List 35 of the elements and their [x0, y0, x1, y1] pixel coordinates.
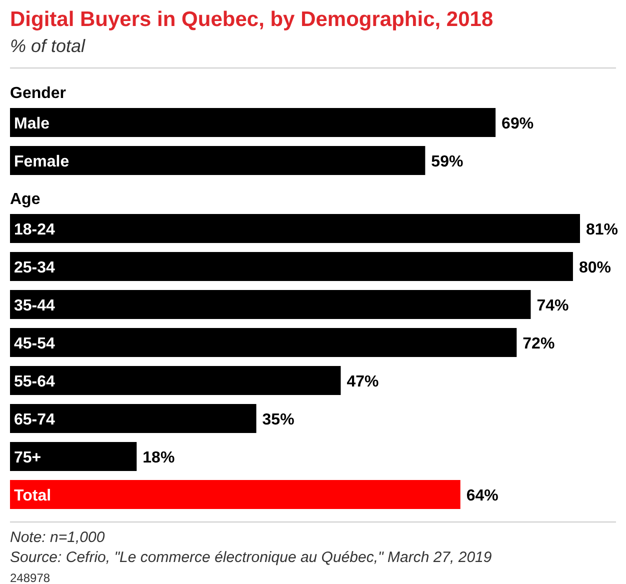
data-label: 72% — [522, 336, 555, 352]
y-tick-label: 25-34 — [14, 260, 56, 276]
data-label: 74% — [536, 298, 569, 314]
y-tick-label: Gender — [10, 85, 66, 102]
data-label: 81% — [586, 222, 618, 238]
data-label: 64% — [466, 488, 498, 504]
bar — [10, 366, 341, 395]
data-label: 18% — [142, 450, 175, 466]
y-tick-label: 35-44 — [14, 298, 56, 314]
y-tick-label: 45-54 — [14, 336, 56, 352]
text: Note: n=1,000 — [10, 529, 106, 546]
text: 248978 — [10, 571, 50, 584]
chart-title: Digital Buyers in Quebec, by Demographic, 2018 — [10, 8, 494, 31]
bar — [10, 214, 580, 243]
data-label: 35% — [262, 412, 294, 428]
data-label: 47% — [346, 374, 379, 390]
data-label: 80% — [578, 260, 611, 276]
y-tick-label: Female — [14, 154, 70, 170]
y-tick-label: Male — [14, 116, 50, 132]
y-tick-label: Total — [14, 488, 52, 504]
bar — [10, 290, 531, 319]
y-tick-label: 75+ — [14, 450, 42, 466]
chart-subtitle: % of total — [10, 36, 86, 56]
bar — [10, 480, 460, 509]
bar — [10, 252, 573, 281]
y-tick-label: 65-74 — [14, 412, 56, 428]
data-label: 59% — [431, 154, 464, 170]
data-label: 69% — [502, 116, 534, 132]
bar — [10, 328, 517, 357]
y-tick-label: 18-24 — [14, 222, 56, 238]
source-note: Source: Cefrio, "Le commerce électronique au Québec," March 27, 2019 — [10, 549, 492, 566]
bar — [10, 404, 256, 433]
y-tick-label: 55-64 — [14, 374, 56, 390]
y-tick-label: Age — [10, 191, 40, 208]
bar — [10, 442, 137, 471]
